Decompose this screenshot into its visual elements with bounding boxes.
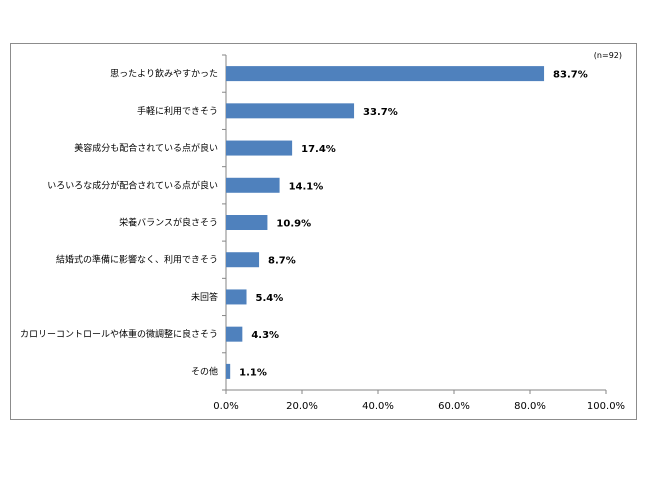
data-label: 8.7% <box>268 256 296 267</box>
data-label: 5.4% <box>256 293 284 304</box>
bar <box>226 363 231 379</box>
data-label: 33.7% <box>363 107 398 118</box>
category-label: 手軽に利用できそう <box>137 105 218 117</box>
bar <box>226 326 243 342</box>
x-tick-label: 60.0% <box>438 401 470 412</box>
category-label: 栄養バランスが良さそう <box>119 217 218 229</box>
bar <box>226 215 268 230</box>
data-label: 10.9% <box>276 219 311 230</box>
x-tick-label: 40.0% <box>362 401 394 412</box>
x-tick-label: 100.0% <box>587 401 625 412</box>
data-label: 14.1% <box>289 181 324 192</box>
category-label: 思ったより飲みやすかった <box>110 68 218 80</box>
category-label: 美容成分も配合されている点が良い <box>74 142 218 154</box>
x-tick-label: 80.0% <box>514 401 546 412</box>
category-label: 未回答 <box>191 291 218 303</box>
x-tick-label: 20.0% <box>286 401 318 412</box>
category-label: カロリーコントロールや体重の微調整に良さそう <box>20 328 218 340</box>
category-label: その他 <box>191 365 218 377</box>
data-label: 4.3% <box>251 330 279 341</box>
category-label: いろいろな成分が配合されている点が良い <box>47 179 218 191</box>
bar <box>226 177 280 193</box>
bar <box>226 140 293 156</box>
bar <box>226 252 260 268</box>
plot-area: 0.0% 20.0% 40.0% 60.0% 80.0% 100.0% 思ったより飲みやすか… <box>20 54 625 412</box>
data-label: 17.4% <box>301 144 336 155</box>
bar <box>226 103 355 119</box>
sample-size-note: (n=92) <box>594 51 622 60</box>
data-label: 83.7% <box>553 70 588 81</box>
x-tick-label: 0.0% <box>213 401 238 412</box>
bar <box>226 289 247 305</box>
data-label: 1.1% <box>239 367 267 378</box>
category-label: 結婚式の準備に影響なく、利用できそう <box>56 254 218 266</box>
bar <box>226 66 545 82</box>
